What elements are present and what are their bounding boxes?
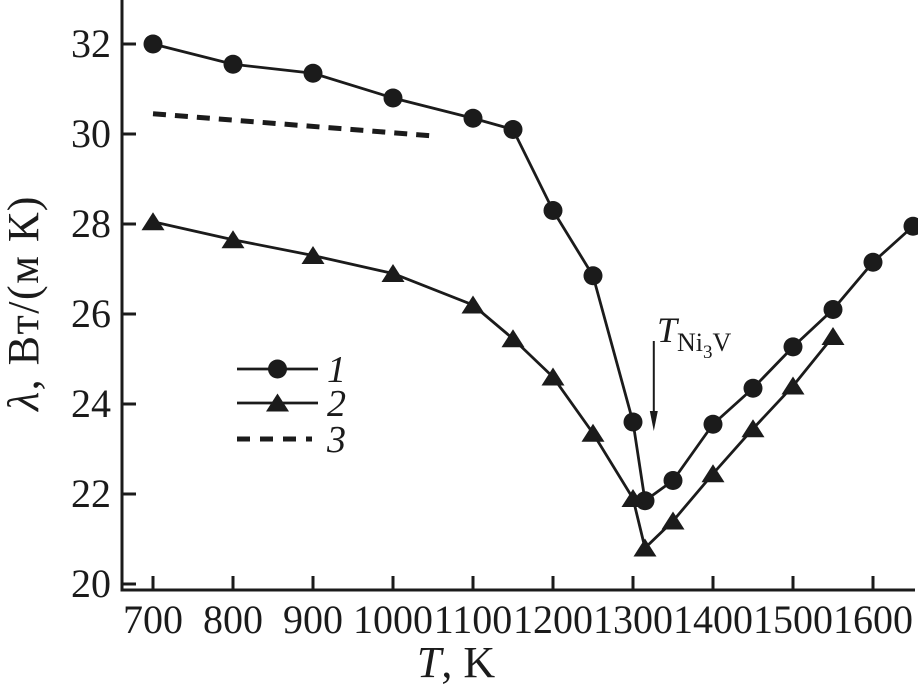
series-3-line bbox=[152, 111, 438, 139]
series-2-marker bbox=[381, 264, 405, 282]
y-axis-title: λ, Вт/(м К) bbox=[0, 195, 48, 413]
x-tick-label: 1600 bbox=[833, 597, 913, 642]
series-2-marker bbox=[461, 295, 485, 314]
series-1-marker bbox=[143, 34, 163, 54]
legend-marker-triangle bbox=[266, 393, 289, 412]
y-tick-label: 30 bbox=[71, 111, 111, 156]
x-tick-label: 1000 bbox=[353, 597, 433, 642]
legend-label: 3 bbox=[326, 419, 346, 461]
annotation-t-ni3v: TNi3V bbox=[649, 310, 732, 431]
y-tick-label: 28 bbox=[71, 201, 111, 246]
series-1-marker bbox=[623, 412, 643, 432]
series-2-marker bbox=[541, 367, 565, 386]
x-tick-label: 1300 bbox=[593, 597, 673, 642]
y-axis-title-symbol: λ bbox=[0, 390, 48, 413]
series-1-marker bbox=[823, 300, 843, 319]
annotation-label-main: T bbox=[657, 310, 680, 350]
series-1-marker bbox=[583, 266, 603, 286]
series-1-marker bbox=[663, 471, 683, 490]
legend-item-1: 1 bbox=[237, 349, 346, 391]
series-1-marker bbox=[383, 88, 403, 108]
x-tick-label: 700 bbox=[123, 597, 183, 642]
series-1 bbox=[143, 34, 918, 511]
series-2-marker bbox=[661, 511, 685, 530]
x-tick-label: 800 bbox=[203, 597, 263, 642]
y-tick-label: 22 bbox=[71, 471, 111, 516]
y-tick-label: 32 bbox=[71, 21, 111, 66]
series-3 bbox=[152, 111, 438, 139]
series-1-marker bbox=[463, 108, 483, 128]
series-2-marker bbox=[781, 376, 805, 395]
y-axis-title-units: , Вт/(м К) bbox=[0, 195, 48, 390]
series-2-marker bbox=[621, 489, 645, 507]
y-tick-label: 24 bbox=[71, 381, 111, 426]
series-2-marker bbox=[301, 246, 325, 264]
series-2-marker bbox=[701, 464, 725, 483]
legend: 123 bbox=[237, 349, 346, 461]
series-1-marker bbox=[783, 337, 803, 357]
legend-item-3: 3 bbox=[237, 419, 346, 461]
y-tick-label: 20 bbox=[71, 561, 111, 606]
series-1-marker bbox=[703, 414, 723, 434]
x-tick-label: 1100 bbox=[434, 597, 513, 642]
x-tick-label: 900 bbox=[283, 597, 343, 642]
series-1-marker bbox=[503, 120, 523, 139]
series-1-marker bbox=[903, 216, 918, 236]
series-2-marker bbox=[221, 230, 245, 249]
series-2 bbox=[141, 212, 845, 557]
series-1-marker bbox=[543, 201, 563, 220]
x-axis-title: T, K bbox=[417, 638, 495, 687]
series-2-marker bbox=[581, 423, 605, 442]
x-tick-label: 1500 bbox=[753, 597, 833, 642]
annotation-label-subsub: 3 bbox=[703, 342, 713, 363]
annotation-label-subend: V bbox=[713, 328, 732, 357]
x-axis-title-units: , K bbox=[441, 638, 495, 687]
legend-label: 1 bbox=[327, 349, 346, 391]
series-1-marker bbox=[303, 63, 323, 83]
annotation-arrowhead bbox=[649, 411, 658, 431]
legend-item-2: 2 bbox=[237, 383, 346, 425]
series-2-marker bbox=[141, 212, 165, 231]
x-tick-label: 1200 bbox=[513, 597, 593, 642]
annotation-label: TNi3V bbox=[657, 310, 732, 363]
series-2-marker bbox=[741, 419, 765, 438]
x-tick-label: 1400 bbox=[673, 597, 753, 642]
series-2-marker bbox=[501, 329, 525, 348]
series-1-marker bbox=[863, 252, 883, 272]
series-1-marker bbox=[223, 54, 243, 74]
legend-marker-circle bbox=[268, 359, 287, 379]
y-tick-label: 26 bbox=[71, 291, 111, 336]
series-1-marker bbox=[743, 378, 763, 398]
legend-label: 2 bbox=[327, 383, 346, 425]
series-2-marker bbox=[821, 327, 845, 345]
series-2-marker bbox=[633, 538, 657, 557]
x-axis-title-symbol: T bbox=[417, 638, 445, 687]
annotation-label-sub: Ni bbox=[677, 328, 703, 357]
